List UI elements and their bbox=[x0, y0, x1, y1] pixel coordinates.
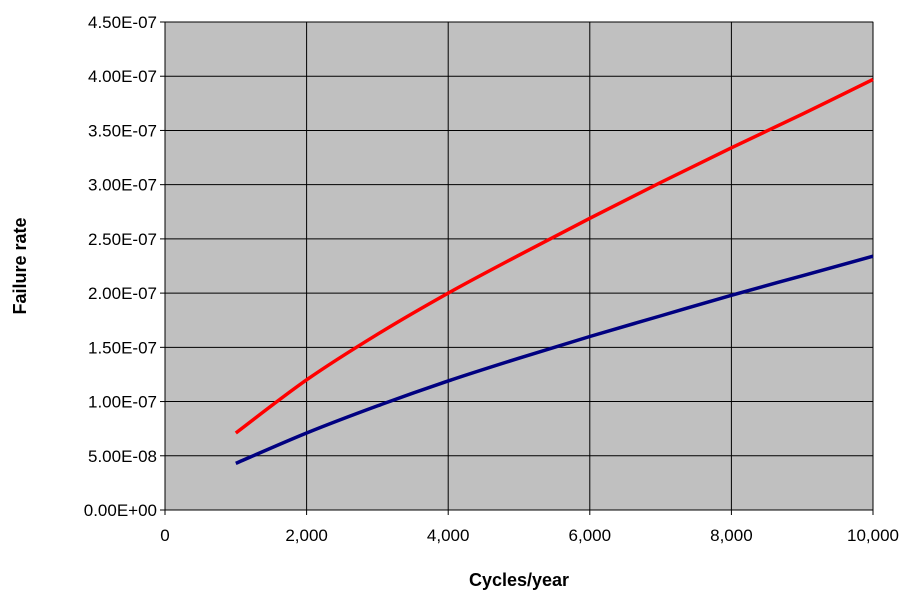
y-tick-labels: 0.00E+00 5.00E-08 1.00E-07 1.50E-07 2.00E-07… bbox=[84, 13, 165, 520]
y-tick-label: 4.50E-07 bbox=[88, 13, 157, 32]
series-line-1 bbox=[234, 77, 874, 435]
x-tick-label: 4,000 bbox=[427, 526, 470, 545]
y-tick-label: 1.00E-07 bbox=[88, 393, 157, 412]
y-tick-label: 4.00E-07 bbox=[88, 67, 157, 86]
y-tick-label: 2.50E-07 bbox=[88, 230, 157, 249]
x-tick-label: 10,000 bbox=[847, 526, 899, 545]
y-tick-label: 3.00E-07 bbox=[88, 176, 157, 195]
x-axis-title: Cycles/year bbox=[469, 570, 569, 590]
y-tick-label: 2.00E-07 bbox=[88, 284, 157, 303]
x-tick-label: 6,000 bbox=[569, 526, 612, 545]
series-layer bbox=[234, 77, 874, 465]
y-axis-title: Failure rate bbox=[10, 217, 30, 314]
x-tick-labels: 0 2,000 4,000 6,000 8,000 10,000 bbox=[160, 510, 899, 545]
x-tick-label: 2,000 bbox=[285, 526, 328, 545]
x-tick-label: 8,000 bbox=[710, 526, 753, 545]
y-tick-label: 1.50E-07 bbox=[88, 338, 157, 357]
y-tick-label: 0.00E+00 bbox=[84, 501, 157, 520]
x-tick-label: 0 bbox=[160, 526, 169, 545]
series-line-2 bbox=[235, 254, 874, 465]
y-tick-label: 5.00E-08 bbox=[88, 447, 157, 466]
plot-area bbox=[164, 21, 874, 511]
y-tick-label: 3.50E-07 bbox=[88, 121, 157, 140]
grid-lines bbox=[164, 21, 874, 511]
